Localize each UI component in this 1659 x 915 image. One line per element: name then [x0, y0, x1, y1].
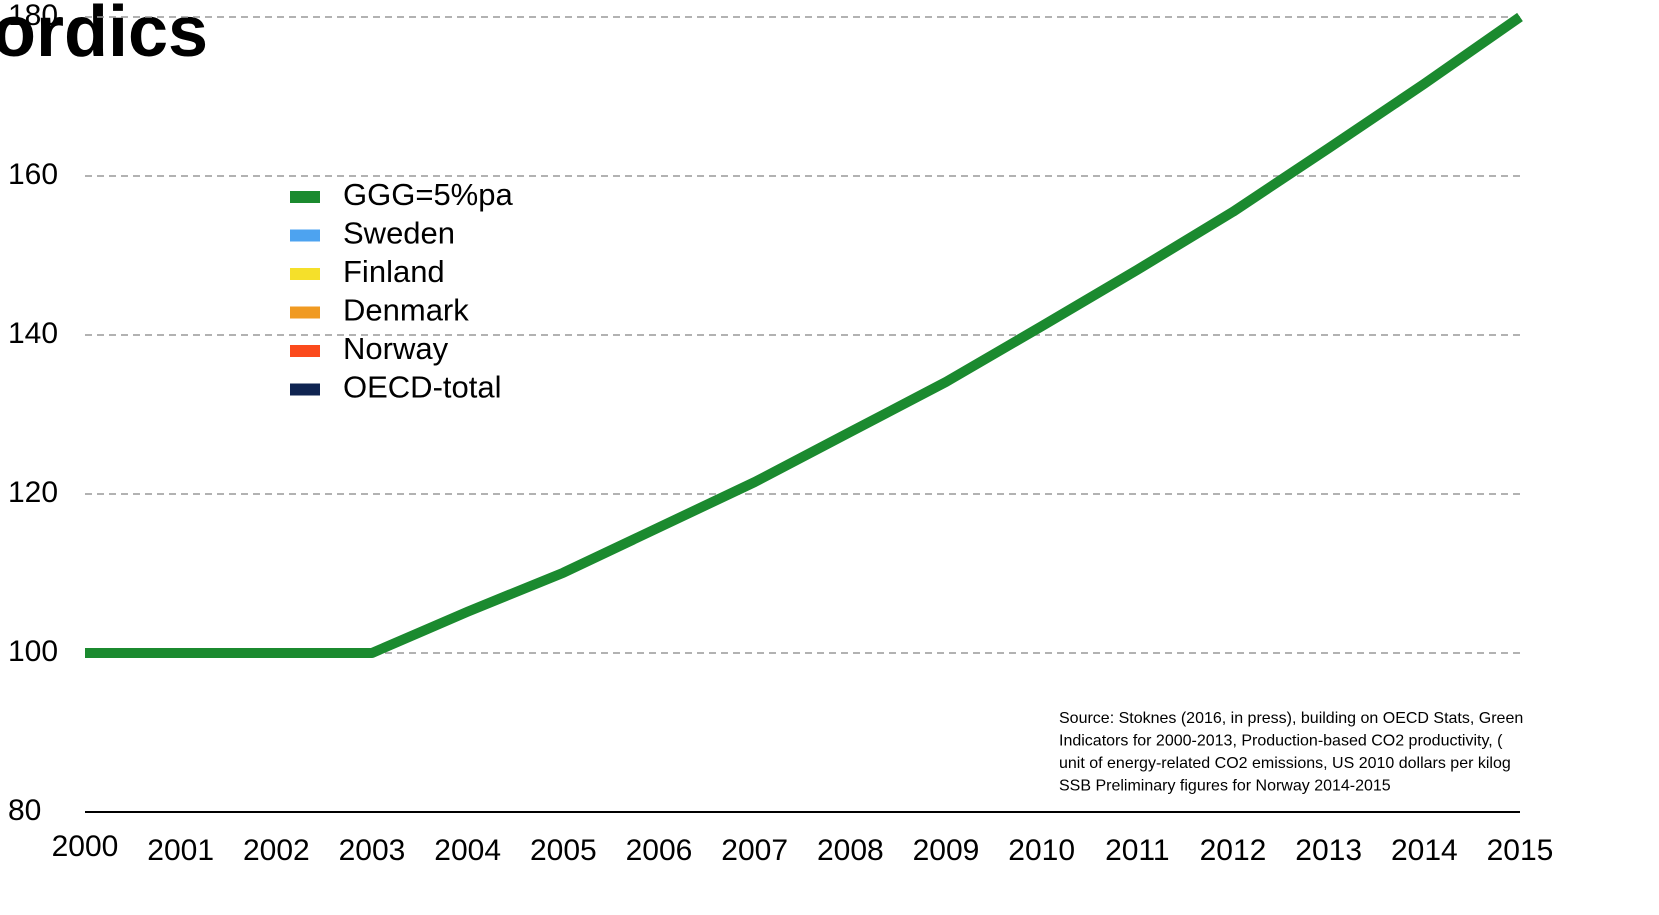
y-tick-label: 100 [8, 635, 58, 668]
x-tick-label: 2008 [817, 834, 884, 867]
y-tick-label: 140 [8, 317, 58, 350]
x-tick-label: 2006 [626, 834, 693, 867]
legend-swatch [290, 191, 320, 203]
x-tick-label: 2007 [721, 834, 788, 867]
legend-label: Norway [343, 331, 449, 366]
legend-label: Denmark [343, 293, 469, 328]
legend-swatch [290, 345, 320, 357]
legend-swatch [290, 229, 320, 242]
x-tick-label: 2001 [147, 834, 214, 867]
x-tick-label: 2002 [243, 834, 310, 867]
chart-title: ordics [0, 0, 208, 72]
legend-label: OECD-total [343, 370, 501, 405]
x-tick-label: 2005 [530, 834, 597, 867]
legend-swatch [290, 306, 320, 319]
source-note: unit of energy-related CO2 emissions, US… [1059, 755, 1511, 772]
x-tick-label: 2015 [1487, 834, 1554, 867]
x-tick-label: 2014 [1391, 834, 1458, 867]
y-tick-label: 160 [8, 158, 58, 191]
legend-swatch [290, 383, 320, 396]
legend-label: Sweden [343, 216, 455, 251]
y-tick-label: 120 [8, 476, 58, 509]
y-tick-label: 180 [8, 0, 58, 32]
legend-label: Finland [343, 254, 445, 289]
source-note: Indicators for 2000-2013, Production-bas… [1059, 733, 1503, 750]
series-line [85, 12, 1523, 658]
legend-label: GGG=5%pa [343, 177, 513, 212]
x-tick-label: 2000 [52, 830, 119, 863]
x-tick-label: 2003 [339, 834, 406, 867]
x-tick-label: 2012 [1200, 834, 1267, 867]
source-note: SSB Preliminary figures for Norway 2014-… [1059, 778, 1391, 795]
x-tick-label: 2013 [1295, 834, 1362, 867]
x-tick-label: 2004 [434, 834, 501, 867]
x-tick-label: 2010 [1008, 834, 1075, 867]
x-tick-label: 2011 [1105, 834, 1170, 867]
legend-swatch [290, 268, 320, 280]
source-note: Source: Stoknes (2016, in press), buildi… [1059, 710, 1523, 727]
x-tick-label: 2009 [913, 834, 980, 867]
y-tick-label: 80 [8, 794, 41, 827]
